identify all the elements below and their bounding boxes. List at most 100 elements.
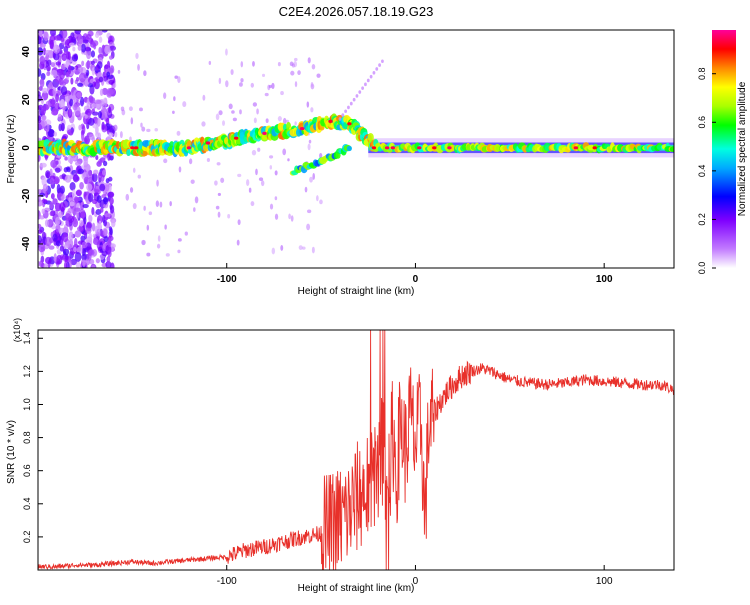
noise-speck	[39, 78, 45, 88]
noise-speck	[119, 131, 123, 139]
noise-speck	[265, 118, 269, 124]
trace-hotspot	[347, 122, 352, 126]
noise-speck	[193, 207, 196, 212]
noise-speck	[108, 55, 113, 60]
noise-speck	[81, 253, 87, 261]
noise-speck	[280, 244, 284, 251]
noise-speck	[261, 73, 266, 78]
noise-speck	[70, 77, 74, 85]
noise-speck	[91, 60, 95, 65]
noise-speck	[80, 43, 86, 53]
noise-speck	[84, 114, 89, 119]
x-tick-label: 100	[596, 274, 613, 285]
noise-speck	[64, 213, 72, 221]
noise-speck	[76, 91, 82, 99]
noise-speck	[71, 54, 78, 62]
snr-line	[38, 330, 674, 570]
noise-speck	[188, 158, 193, 165]
snr-ylabel: SNR (10 * v/v)	[6, 420, 17, 484]
noise-speck	[50, 193, 55, 200]
noise-speck	[108, 106, 112, 114]
y-tick-label: 0.6	[22, 464, 32, 477]
noise-speck	[64, 261, 68, 268]
noise-speck	[88, 249, 95, 256]
noise-speck	[260, 180, 265, 187]
noise-speck	[269, 165, 273, 170]
noise-speck	[38, 223, 42, 229]
spectrogram-panel: -100 0 100 -40 -20 0 20 40 Height of straight l…	[6, 29, 675, 297]
trace-hotspot	[262, 131, 267, 135]
noise-speck	[269, 203, 274, 210]
noise-speck	[65, 71, 70, 78]
noise-speck	[77, 114, 82, 121]
noise-speck	[109, 45, 117, 51]
noise-speck	[38, 195, 41, 203]
noise-speck	[271, 82, 275, 90]
noise-speck	[38, 94, 43, 102]
noise-speck	[253, 117, 257, 124]
noise-speck	[309, 176, 313, 183]
noise-speck	[39, 30, 43, 38]
noise-speck	[132, 202, 137, 210]
x-tick-label: -100	[217, 274, 237, 285]
noise-speck	[256, 108, 259, 115]
noise-speck	[176, 130, 181, 136]
noise-speck	[38, 229, 43, 234]
colorbar-tick-label: 0.6	[697, 116, 707, 129]
noise-speck	[68, 64, 72, 75]
noise-speck	[97, 110, 102, 119]
noise-speck	[105, 117, 110, 125]
trace-hotspot	[133, 146, 139, 150]
noise-speck	[69, 98, 74, 107]
noise-speck	[103, 196, 109, 205]
noise-speck	[120, 106, 125, 112]
noise-speck	[46, 71, 51, 77]
noise-speck	[99, 183, 106, 192]
noise-speck	[159, 201, 163, 208]
noise-speck	[290, 215, 294, 222]
noise-speck	[60, 195, 65, 202]
noise-speck	[95, 209, 102, 216]
noise-speck	[97, 117, 101, 127]
noise-speck	[41, 198, 48, 204]
noise-speck	[56, 183, 61, 194]
noise-speck	[165, 253, 170, 257]
noise-speck	[140, 122, 143, 128]
noise-speck	[45, 236, 52, 247]
noise-speck	[164, 224, 167, 230]
streak-speck	[381, 59, 384, 64]
snr-multiplier: (x10⁴)	[12, 318, 22, 342]
noise-speck	[77, 44, 82, 51]
y-tick-label: 0.4	[22, 498, 32, 511]
noise-speck	[215, 205, 220, 210]
noise-speck	[91, 264, 96, 268]
streak-speck	[347, 105, 350, 110]
noise-speck	[52, 233, 58, 242]
noise-speck	[298, 245, 303, 251]
noise-speck	[301, 246, 306, 250]
noise-speck	[307, 57, 311, 64]
noise-speck	[154, 127, 159, 132]
noise-speck	[78, 72, 86, 83]
noise-speck	[111, 219, 116, 228]
x-tick-label: 100	[596, 576, 613, 587]
colorbar-tick-label: 0.0	[697, 262, 707, 275]
noise-speck	[282, 148, 287, 156]
noise-speck	[107, 238, 112, 248]
noise-speck	[75, 76, 80, 82]
noise-speck	[53, 52, 60, 61]
noise-speck	[72, 46, 76, 52]
noise-speck	[290, 70, 295, 76]
noise-speck	[101, 121, 105, 131]
trace-hotspot	[371, 146, 377, 150]
noise-speck	[141, 239, 146, 246]
noise-speck	[316, 195, 319, 202]
noise-speck	[113, 124, 118, 132]
noise-speck	[106, 256, 111, 263]
noise-speck	[137, 174, 142, 179]
noise-speck	[74, 161, 82, 166]
trace-hotspot	[432, 146, 437, 150]
noise-speck	[45, 170, 51, 179]
noise-speck	[132, 167, 136, 173]
noise-speck	[61, 53, 68, 62]
